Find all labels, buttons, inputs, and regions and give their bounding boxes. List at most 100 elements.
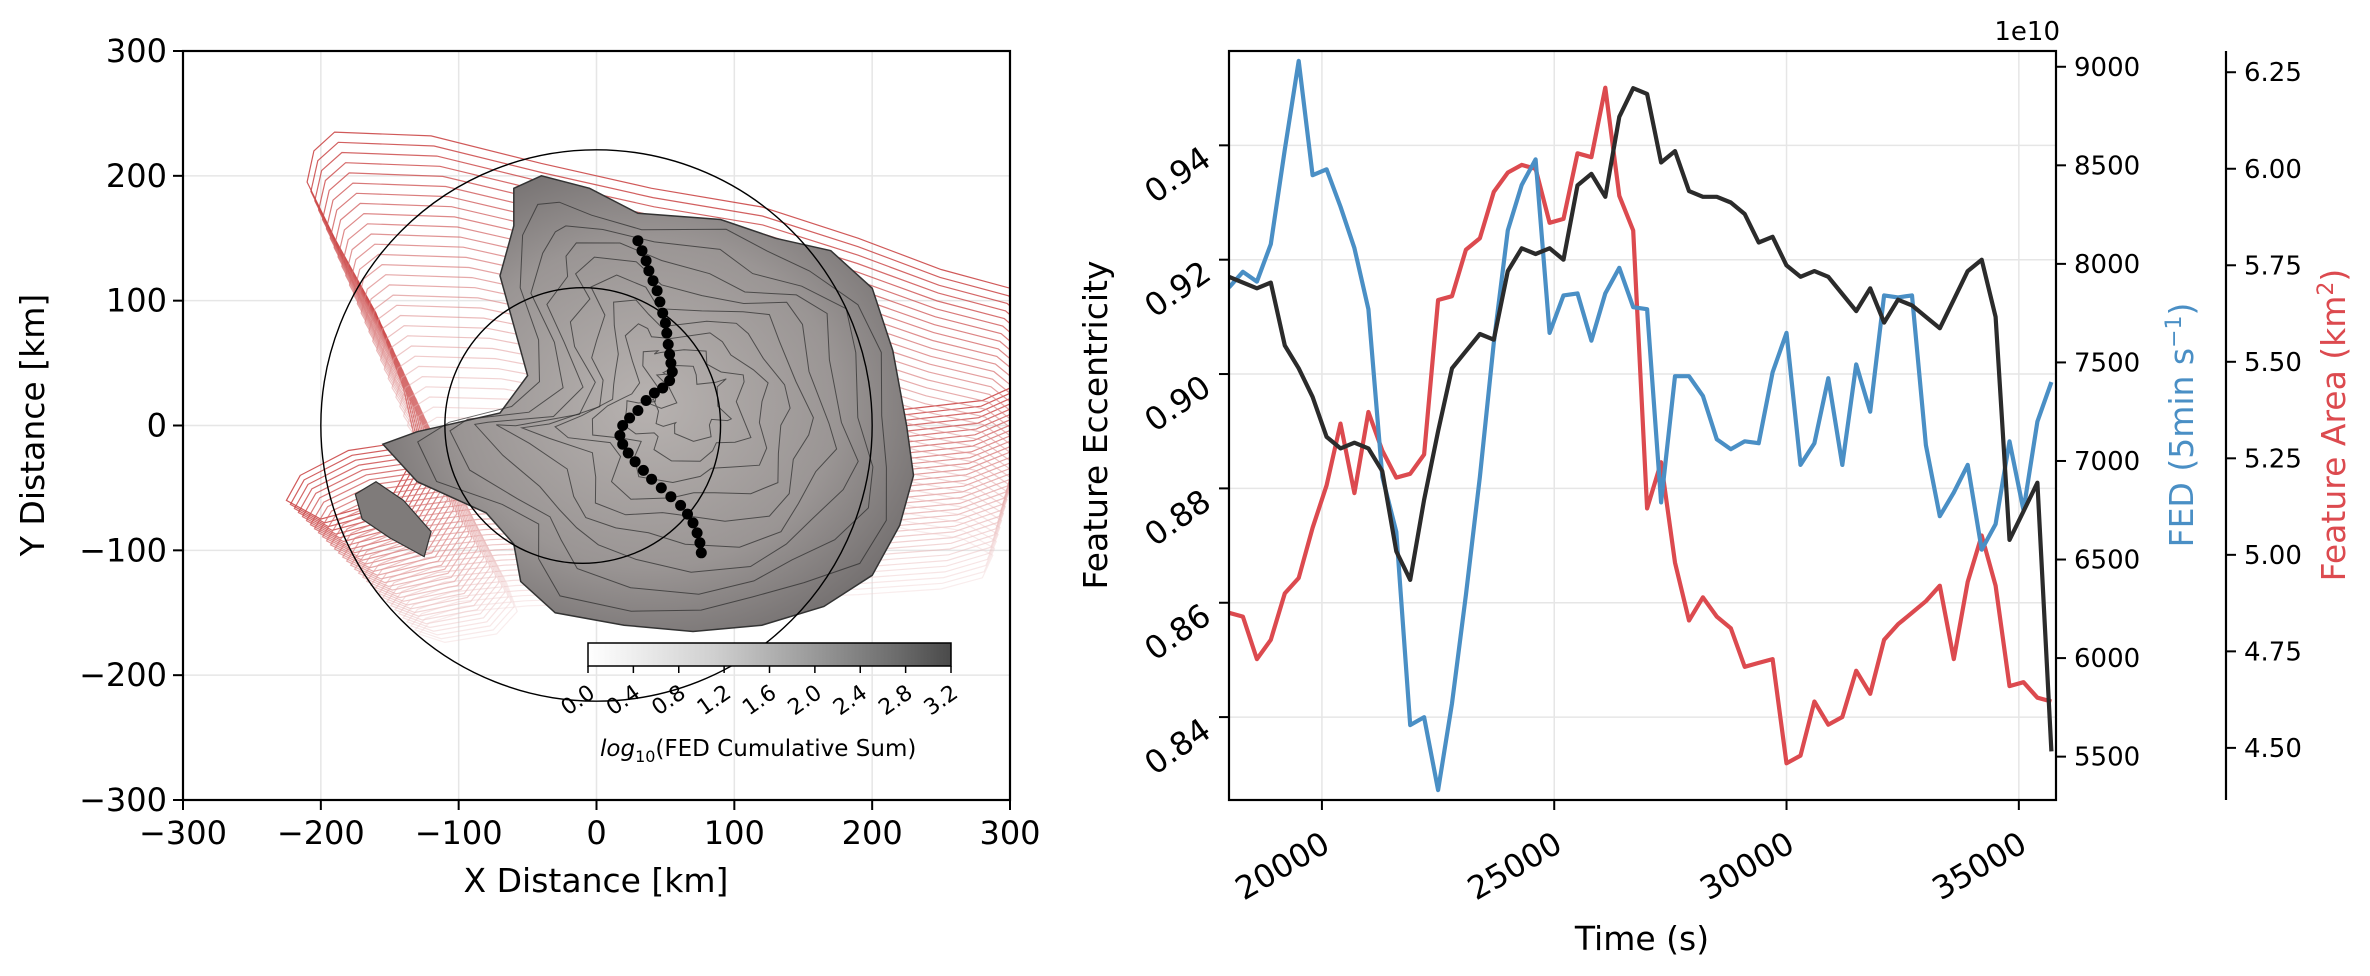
area-tick-label: 6.25 bbox=[2244, 58, 2302, 88]
colorbar-tick-label: 0.4 bbox=[602, 680, 645, 721]
left-y-tick-label: −300 bbox=[79, 781, 167, 819]
centroid-point bbox=[675, 499, 687, 511]
right-x-tick-label: 20000 bbox=[1229, 824, 1336, 908]
fed-tick-label: 8500 bbox=[2074, 151, 2140, 181]
colorbar: 0.0 0.4 0.8 1.2 1.6 2.0 2.4 2.8 3.2 log10(FED Cu… bbox=[557, 642, 963, 766]
centroid-point bbox=[647, 275, 659, 287]
centroid-point bbox=[694, 537, 706, 549]
centroid-point bbox=[691, 527, 703, 539]
centroid-point bbox=[664, 348, 676, 360]
right-gridlines bbox=[1229, 51, 2056, 800]
area-tick-label: 4.50 bbox=[2244, 734, 2302, 764]
fed-contour-ring bbox=[519, 274, 814, 522]
left-y-tick-label: 0 bbox=[147, 407, 167, 445]
fed-offset-text: 1e10 bbox=[1994, 17, 2060, 47]
series-fed-line bbox=[1229, 58, 2054, 793]
fed-tick-label: 6000 bbox=[2074, 644, 2140, 674]
left-panel: −300 −200 −100 0 100 200 300 300 200 100 0 −100 −20… bbox=[13, 32, 1041, 900]
area-tick-label: 5.25 bbox=[2244, 444, 2302, 474]
left-x-tick-label: −100 bbox=[415, 814, 503, 852]
left-y-ticks: 300 200 100 0 −100 −200 −300 bbox=[79, 32, 183, 819]
centroid-point bbox=[695, 547, 707, 559]
fed-contour-ring bbox=[591, 323, 769, 484]
fed-tick-label: 7000 bbox=[2074, 447, 2140, 477]
centroid-point bbox=[632, 235, 644, 247]
centroid-point bbox=[637, 464, 649, 476]
centroid-point bbox=[682, 508, 693, 520]
area-tick-label: 5.00 bbox=[2244, 541, 2302, 571]
left-x-tick-label: 0 bbox=[586, 814, 606, 852]
reference-circle-outer bbox=[320, 149, 873, 702]
centroid-point bbox=[617, 420, 629, 431]
centroid-point bbox=[654, 296, 666, 308]
eccentricity-y-ticks: 0.94 0.92 0.90 0.88 0.86 0.84 bbox=[1137, 139, 1229, 783]
colorbar-tick-label: 2.4 bbox=[829, 680, 872, 721]
colorbar-label-log: log bbox=[600, 736, 635, 762]
fed-tick-label: 9000 bbox=[2074, 53, 2140, 83]
fed-contour-ring bbox=[644, 364, 733, 442]
fed-axis-label-end: ) bbox=[2162, 303, 2201, 316]
fed-axis-label: FED (5min s−1) bbox=[2162, 303, 2201, 548]
eccentricity-tick-label: 0.90 bbox=[1137, 367, 1217, 439]
fed-contour-ring bbox=[496, 256, 838, 548]
colorbar-tick-label: 1.2 bbox=[693, 680, 736, 721]
left-x-tick-label: 100 bbox=[704, 814, 765, 852]
area-tick-label: 4.75 bbox=[2244, 637, 2302, 667]
fed-tick-label: 6500 bbox=[2074, 546, 2140, 576]
eccentricity-tick-label: 0.84 bbox=[1137, 711, 1217, 783]
colorbar-tick-label: 2.0 bbox=[784, 680, 827, 721]
centroid-point bbox=[617, 438, 629, 450]
fed-y-ticks: 9000 8500 8000 7500 7000 6500 6000 5500 bbox=[2056, 53, 2140, 773]
centroid-point bbox=[651, 285, 663, 297]
area-y-ticks: 6.25 6.00 5.75 5.50 5.25 5.00 4.75 4.50 bbox=[2226, 58, 2302, 764]
colorbar-tick-label: 0.0 bbox=[557, 680, 600, 721]
colorbar-gradient bbox=[587, 642, 952, 667]
eccentricity-tick-label: 0.88 bbox=[1137, 482, 1217, 554]
fed-tick-label: 7500 bbox=[2074, 348, 2140, 378]
centroid-point bbox=[632, 405, 644, 416]
series-eccentricity-line bbox=[1229, 86, 2054, 752]
left-y-tick-label: −200 bbox=[79, 656, 167, 694]
right-x-ticks: 20000 25000 30000 35000 bbox=[1229, 800, 2033, 908]
colorbar-label-rest: (FED Cumulative Sum) bbox=[655, 736, 916, 762]
eccentricity-tick-label: 0.86 bbox=[1137, 596, 1217, 668]
fed-cumulative-region-small bbox=[354, 480, 432, 558]
fed-contour-ring bbox=[449, 225, 874, 595]
centroid-point bbox=[666, 366, 678, 378]
left-y-tick-label: 100 bbox=[106, 282, 167, 320]
fed-contour-ring bbox=[417, 201, 887, 612]
left-x-ticks: −300 −200 −100 0 100 200 300 bbox=[139, 800, 1041, 852]
centroid-point bbox=[665, 491, 677, 503]
left-x-tick-label: −300 bbox=[139, 814, 227, 852]
area-tick-label: 6.00 bbox=[2244, 155, 2302, 185]
fed-axis-label-sup: −1 bbox=[2162, 315, 2187, 347]
left-y-axis-label: Y Distance [km] bbox=[13, 294, 52, 557]
eccentricity-tick-label: 0.94 bbox=[1137, 139, 1217, 211]
area-tick-label: 5.75 bbox=[2244, 251, 2302, 281]
area-tick-label: 5.50 bbox=[2244, 348, 2302, 378]
centroid-point bbox=[665, 357, 677, 369]
centroid-point bbox=[662, 338, 674, 350]
right-x-axis-label: Time (s) bbox=[1574, 919, 1709, 958]
left-x-tick-label: 300 bbox=[979, 814, 1040, 852]
area-axis-label-sup: 2 bbox=[2314, 282, 2339, 296]
left-y-tick-label: 300 bbox=[106, 32, 167, 70]
centroid-point bbox=[659, 317, 671, 329]
eccentricity-axis-label: Feature Eccentricity bbox=[1076, 260, 1115, 589]
fed-tick-label: 8000 bbox=[2074, 250, 2140, 280]
right-x-tick-label: 25000 bbox=[1461, 824, 1568, 908]
fed-contour-ring bbox=[554, 299, 791, 500]
centroid-point bbox=[614, 430, 626, 441]
centroid-point bbox=[687, 517, 699, 529]
centroid-point bbox=[648, 387, 660, 399]
colorbar-tick-label: 1.6 bbox=[738, 680, 781, 721]
series-feature-area-line bbox=[1229, 85, 2052, 766]
colorbar-label: log10(FED Cumulative Sum) bbox=[600, 736, 916, 766]
centroid-point bbox=[643, 265, 655, 277]
right-panel: 20000 25000 30000 35000 0.94 0.92 0.90 0.88 0.8… bbox=[1076, 17, 2353, 958]
left-x-tick-label: 200 bbox=[842, 814, 903, 852]
area-axis-label-end: ) bbox=[2314, 269, 2353, 282]
colorbar-ticks: 0.0 0.4 0.8 1.2 1.6 2.0 2.4 2.8 3.2 bbox=[557, 666, 963, 721]
area-axis-label-main: Feature Area (km bbox=[2314, 296, 2353, 582]
